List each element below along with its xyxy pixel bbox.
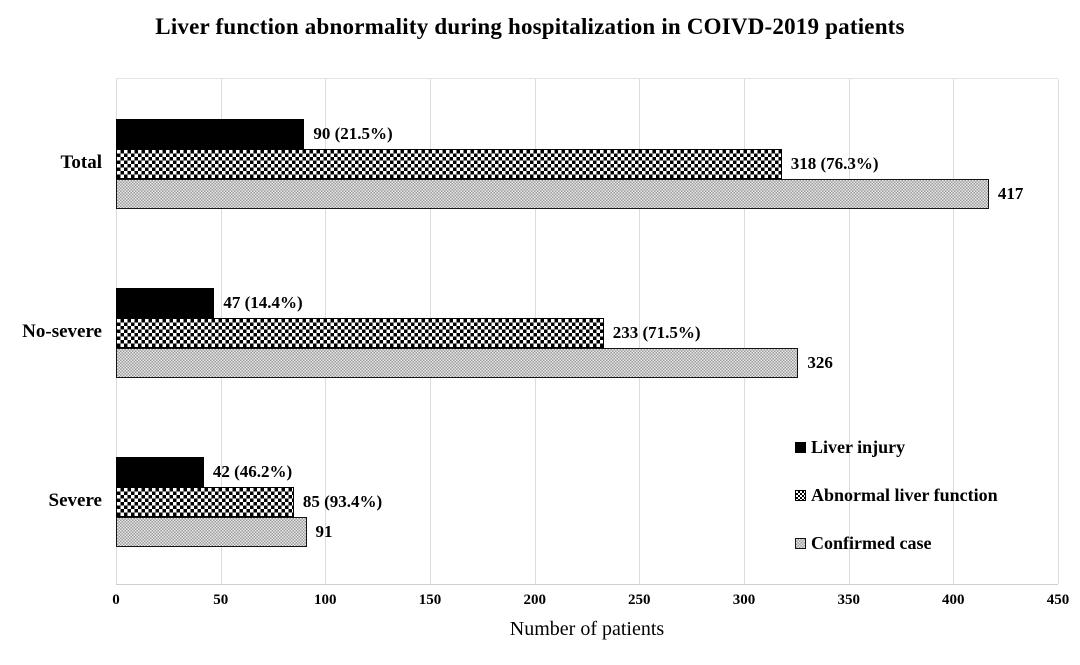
legend-item-abnormal-liver-function: Abnormal liver function — [795, 479, 1055, 511]
gridline-x-450 — [1058, 79, 1059, 584]
x-tick-label-0: 0 — [112, 592, 120, 608]
x-tick-label-200: 200 — [523, 592, 546, 608]
x-tick-label-50: 50 — [213, 592, 229, 608]
bar-value-label: 85 (93.4%) — [302, 491, 383, 511]
x-tick-label-150: 150 — [418, 592, 442, 608]
bar-severe-confirmed-case — [116, 516, 307, 547]
legend-swatch-icon — [795, 537, 806, 549]
legend-item-confirmed-case: Confirmed case — [795, 527, 1055, 559]
category-label-no-severe: No-severe — [22, 320, 102, 342]
gridline-x-350 — [848, 79, 850, 584]
gridline-x-400 — [953, 79, 955, 584]
bar-no-severe-confirmed-case — [116, 347, 799, 378]
bar-severe-liver-injury — [116, 456, 204, 487]
gridline-x-300 — [744, 79, 745, 584]
chart-title: Liver function abnormality during hospit… — [155, 14, 905, 39]
x-tick-label-350: 350 — [837, 592, 860, 608]
plot-area: 90 (21.5%) 318 (76.3%) 417 47 (14.4%) 233 (7… — [116, 78, 1059, 585]
bar-value-label: 91 — [315, 521, 333, 541]
legend-item-liver-injury: Liver injury — [795, 431, 1055, 463]
category-label-total: Total — [60, 151, 102, 173]
bar-severe-abnormal-liver-function — [116, 486, 294, 517]
bar-value-label: 233 (71.5%) — [612, 322, 701, 342]
bar-total-liver-injury — [116, 118, 305, 149]
bar-value-label: 318 (76.3%) — [790, 153, 879, 173]
bar-no-severe-liver-injury — [116, 287, 215, 318]
bar-value-label: 417 — [997, 183, 1024, 203]
legend: Liver injury Abnormal liver function Confi… — [795, 431, 1055, 575]
x-tick-label-400: 400 — [942, 592, 965, 608]
x-axis-title: Number of patients — [509, 618, 665, 640]
category-label-severe: Severe — [48, 489, 102, 511]
bar-total-abnormal-liver-function — [116, 148, 782, 179]
legend-swatch-icon — [795, 441, 806, 453]
legend-label: Abnormal liver function — [811, 484, 998, 505]
legend-label: Liver injury — [811, 436, 906, 457]
bar-value-label: 47 (14.4%) — [223, 292, 303, 312]
bar-no-severe-abnormal-liver-function — [116, 317, 604, 348]
bar-value-label: 42 (46.2%) — [212, 461, 293, 481]
x-tick-label-450: 450 — [1046, 592, 1070, 608]
bar-value-label: 90 (21.5%) — [313, 123, 393, 143]
legend-label: Confirmed case — [811, 532, 932, 553]
bar-total-confirmed-case — [116, 178, 989, 209]
x-tick-label-100: 100 — [314, 592, 337, 608]
bar-value-label: 326 — [807, 352, 833, 372]
gridline-x-250 — [639, 79, 641, 584]
legend-swatch-icon — [795, 489, 806, 501]
x-tick-label-250: 250 — [628, 592, 651, 608]
x-tick-label-300: 300 — [732, 592, 756, 608]
